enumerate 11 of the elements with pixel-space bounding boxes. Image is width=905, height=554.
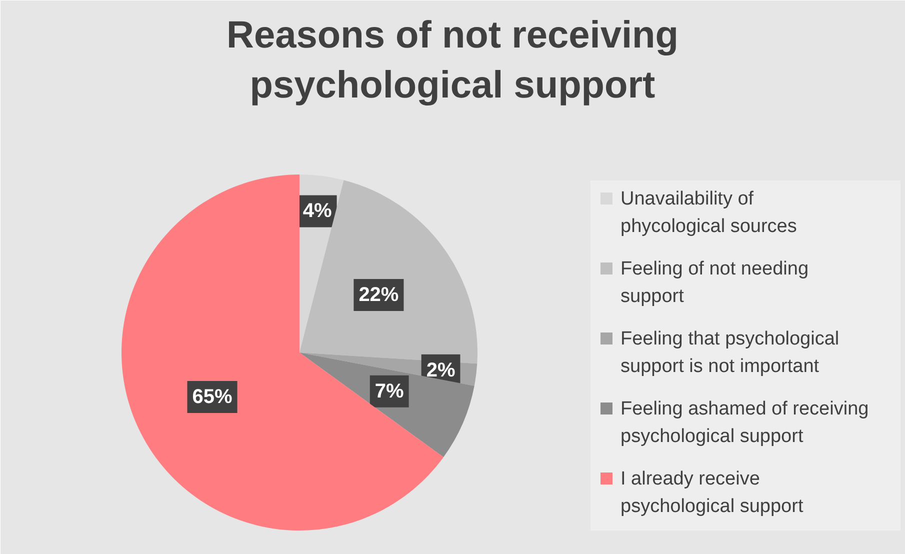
legend-label: Feeling of not needing support <box>620 258 809 307</box>
chart-title: Reasons of not receiving psychological support <box>226 14 678 107</box>
legend-label: Unavailability of phycological sources <box>620 188 797 237</box>
data-label: 2% <box>426 359 456 382</box>
data-label: 65% <box>192 386 232 408</box>
data-label: 7% <box>374 380 404 402</box>
data-label: 22% <box>358 284 399 306</box>
legend-label: Feeling ashamed of receiving psychological support <box>620 398 869 447</box>
legend-label: Feeling that psychological support is not important <box>620 328 840 377</box>
data-label: 4% <box>302 200 332 222</box>
legend-label: I already receive psychological support <box>620 468 804 517</box>
